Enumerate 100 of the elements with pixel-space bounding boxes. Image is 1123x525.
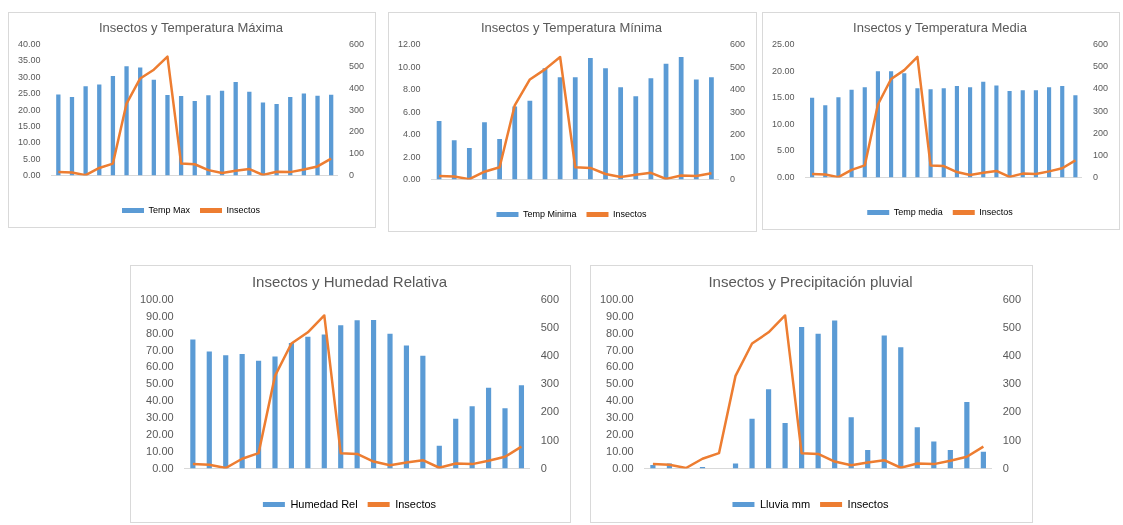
y-tick-label: 15.00	[17, 120, 41, 131]
chart-title: Insectos y Precipitación pluvial	[708, 273, 913, 291]
bar	[915, 88, 920, 178]
y2-tick-label: 0	[348, 170, 354, 181]
bar	[823, 105, 828, 178]
bar	[1033, 90, 1038, 178]
y2-tick-label: 600	[540, 293, 560, 306]
y-tick-label: 0.00	[776, 172, 795, 183]
bar	[512, 106, 518, 180]
y2-tick-label: 400	[1092, 83, 1109, 94]
bar	[56, 94, 61, 176]
y-tick-label: 35.00	[17, 55, 41, 66]
chart-title: Insectos y Temperatura Máxima	[99, 20, 284, 36]
chart-title: Insectos y Temperatura Mínima	[480, 20, 663, 36]
y2-tick-label: 0	[729, 174, 735, 185]
bar	[466, 148, 472, 180]
y-tick-label: 0.00	[612, 461, 634, 474]
y2-tick-label: 400	[348, 82, 365, 93]
bar	[633, 96, 639, 180]
y2-tick-label: 300	[729, 106, 746, 117]
y-tick-label: 20.00	[771, 65, 795, 76]
y2-tick-label: 200	[729, 129, 746, 140]
bar	[301, 93, 307, 176]
bar	[527, 100, 533, 180]
bar	[902, 73, 907, 178]
legend-label: Insectos	[847, 497, 890, 510]
bar	[482, 122, 487, 180]
y-tick-label: 15.00	[771, 92, 795, 103]
y2-tick-label: 100	[1002, 433, 1022, 446]
y2-tick-label: 0	[1092, 172, 1098, 183]
bar	[815, 333, 821, 469]
bar	[941, 88, 946, 178]
legend-label: Humedad Rel	[290, 497, 358, 510]
bar	[288, 342, 295, 469]
y-tick-label: 5.00	[22, 153, 41, 164]
y2-tick-label: 600	[1092, 39, 1109, 50]
y2-tick-label: 600	[348, 39, 365, 50]
y-tick-label: 40.00	[146, 394, 174, 407]
bar	[329, 94, 334, 176]
legend-label: Temp media	[893, 206, 943, 217]
y2-tick-label: 400	[729, 84, 746, 95]
y2-tick-label: 500	[540, 321, 560, 334]
bar	[810, 97, 815, 178]
y-tick-label: 20.00	[17, 104, 41, 115]
bar	[588, 58, 593, 180]
y-tick-label: 20.00	[146, 427, 174, 440]
y2-tick-label: 300	[1002, 377, 1022, 390]
legend-label: Temp Minima	[522, 208, 577, 219]
legend-label: Insectos	[613, 208, 648, 219]
y-tick-label: 10.00	[146, 444, 174, 457]
bar	[968, 87, 973, 178]
bar	[151, 79, 156, 176]
bar	[206, 351, 212, 469]
legend-label: Temp Max	[148, 204, 191, 215]
y-tick-label: 10.00	[606, 444, 634, 457]
y2-tick-label: 400	[1002, 349, 1022, 362]
bar	[354, 320, 360, 469]
bar	[693, 79, 699, 180]
bar	[572, 77, 578, 180]
y-tick-label: 25.00	[771, 39, 795, 50]
bar	[206, 95, 211, 176]
bar	[650, 464, 656, 469]
y2-tick-label: 200	[1002, 405, 1022, 418]
y-tick-label: 100.00	[599, 293, 634, 306]
y-tick-label: 0.00	[22, 170, 41, 181]
bar	[832, 320, 838, 469]
y-tick-label: 4.00	[402, 129, 421, 140]
bar	[387, 333, 393, 469]
bar	[124, 66, 129, 176]
bar	[223, 355, 229, 469]
y-tick-label: 80.00	[606, 326, 634, 339]
bar	[165, 95, 170, 176]
y-tick-label: 6.00	[402, 106, 421, 117]
bar	[898, 347, 904, 469]
bar	[255, 360, 262, 469]
y2-tick-label: 200	[1092, 127, 1109, 138]
bar	[765, 389, 772, 469]
y2-tick-label: 300	[348, 104, 365, 115]
y2-tick-label: 100	[729, 151, 746, 162]
y-tick-label: 60.00	[606, 360, 634, 373]
bar	[557, 77, 563, 180]
bar	[420, 355, 426, 469]
bar	[502, 408, 508, 469]
bar	[1047, 87, 1052, 178]
bar	[994, 85, 999, 178]
y-tick-label: 0.00	[152, 461, 174, 474]
y2-tick-label: 100	[1092, 149, 1109, 160]
y2-tick-label: 100	[540, 433, 560, 446]
bar	[451, 140, 457, 180]
bar	[1073, 95, 1078, 178]
bar	[1020, 90, 1025, 178]
bar	[321, 334, 327, 469]
y2-tick-label: 0	[1002, 461, 1009, 474]
legend-label: Insectos	[395, 497, 437, 510]
bar	[848, 417, 854, 469]
y2-tick-label: 500	[729, 61, 746, 72]
chart-title: Insectos y Humedad Relativa	[251, 273, 448, 291]
y2-tick-label: 0	[540, 461, 547, 474]
bar	[1007, 90, 1012, 178]
bar	[1060, 86, 1065, 178]
